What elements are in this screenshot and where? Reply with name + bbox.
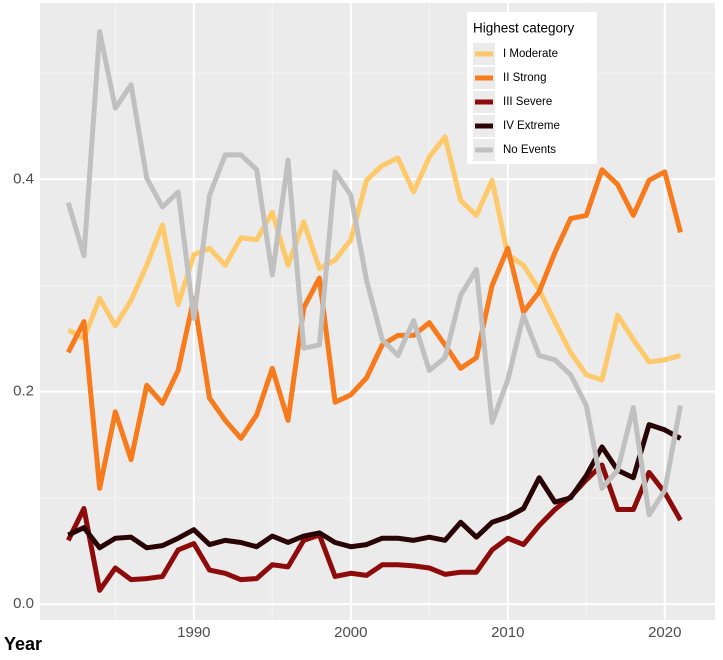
legend-label: IV Extreme (503, 120, 560, 132)
series-line (65, 29, 683, 518)
legend-label: I Moderate (503, 48, 558, 60)
y-tick-label: 0.0 (13, 595, 34, 612)
panel (40, 3, 715, 620)
series-line (67, 422, 682, 551)
y-tick-label: 0.4 (13, 170, 34, 187)
legend-label: II Strong (503, 72, 546, 84)
legend-title: Highest category (473, 21, 575, 36)
lines (65, 29, 683, 593)
x-tick-label: 2020 (648, 624, 681, 641)
series-line (67, 134, 682, 383)
y-tick-label: 0.2 (13, 383, 34, 400)
legend: Highest category I Moderate II Strong III S… (467, 12, 597, 164)
axes: 0.0 0.2 0.4 1990 2000 2010 2020 (13, 170, 681, 641)
x-tick-label: 2000 (334, 624, 367, 641)
legend-label: No Events (503, 144, 556, 156)
legend-label: III Severe (503, 96, 552, 108)
series-line (66, 167, 683, 491)
x-tick-label: 2010 (491, 624, 524, 641)
x-tick-label: 1990 (177, 624, 210, 641)
x-axis-label: Year (4, 634, 42, 654)
